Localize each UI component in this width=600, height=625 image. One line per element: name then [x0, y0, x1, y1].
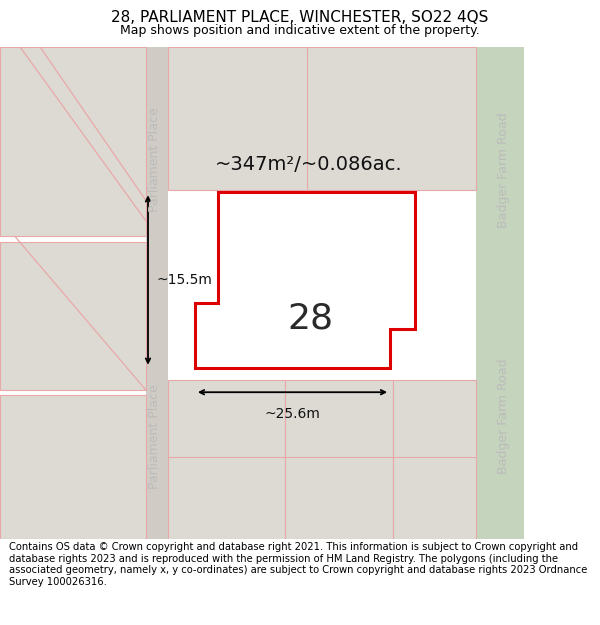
Bar	[476, 47, 524, 539]
Bar	[168, 380, 285, 539]
Bar	[0, 47, 146, 236]
Text: Badger Farm Road: Badger Farm Road	[497, 358, 511, 474]
Bar	[146, 47, 168, 539]
Bar	[0, 242, 146, 390]
Text: Parliament Place: Parliament Place	[148, 107, 161, 212]
Bar	[393, 380, 476, 539]
Text: Contains OS data © Crown copyright and database right 2021. This information is : Contains OS data © Crown copyright and d…	[9, 542, 587, 587]
Polygon shape	[195, 192, 415, 368]
Text: Map shows position and indicative extent of the property.: Map shows position and indicative extent…	[120, 24, 480, 36]
Text: 28, PARLIAMENT PLACE, WINCHESTER, SO22 4QS: 28, PARLIAMENT PLACE, WINCHESTER, SO22 4…	[112, 10, 488, 25]
Text: ~25.6m: ~25.6m	[265, 406, 320, 421]
Bar	[285, 380, 393, 539]
Bar	[240, 206, 350, 278]
Text: ~347m²/~0.086ac.: ~347m²/~0.086ac.	[215, 155, 403, 174]
Text: 28: 28	[287, 301, 333, 336]
Text: Badger Farm Road: Badger Farm Road	[497, 112, 511, 228]
Bar	[168, 47, 476, 191]
Text: ~15.5m: ~15.5m	[156, 273, 212, 287]
Bar	[0, 395, 146, 539]
Text: Parliament Place: Parliament Place	[148, 384, 161, 489]
